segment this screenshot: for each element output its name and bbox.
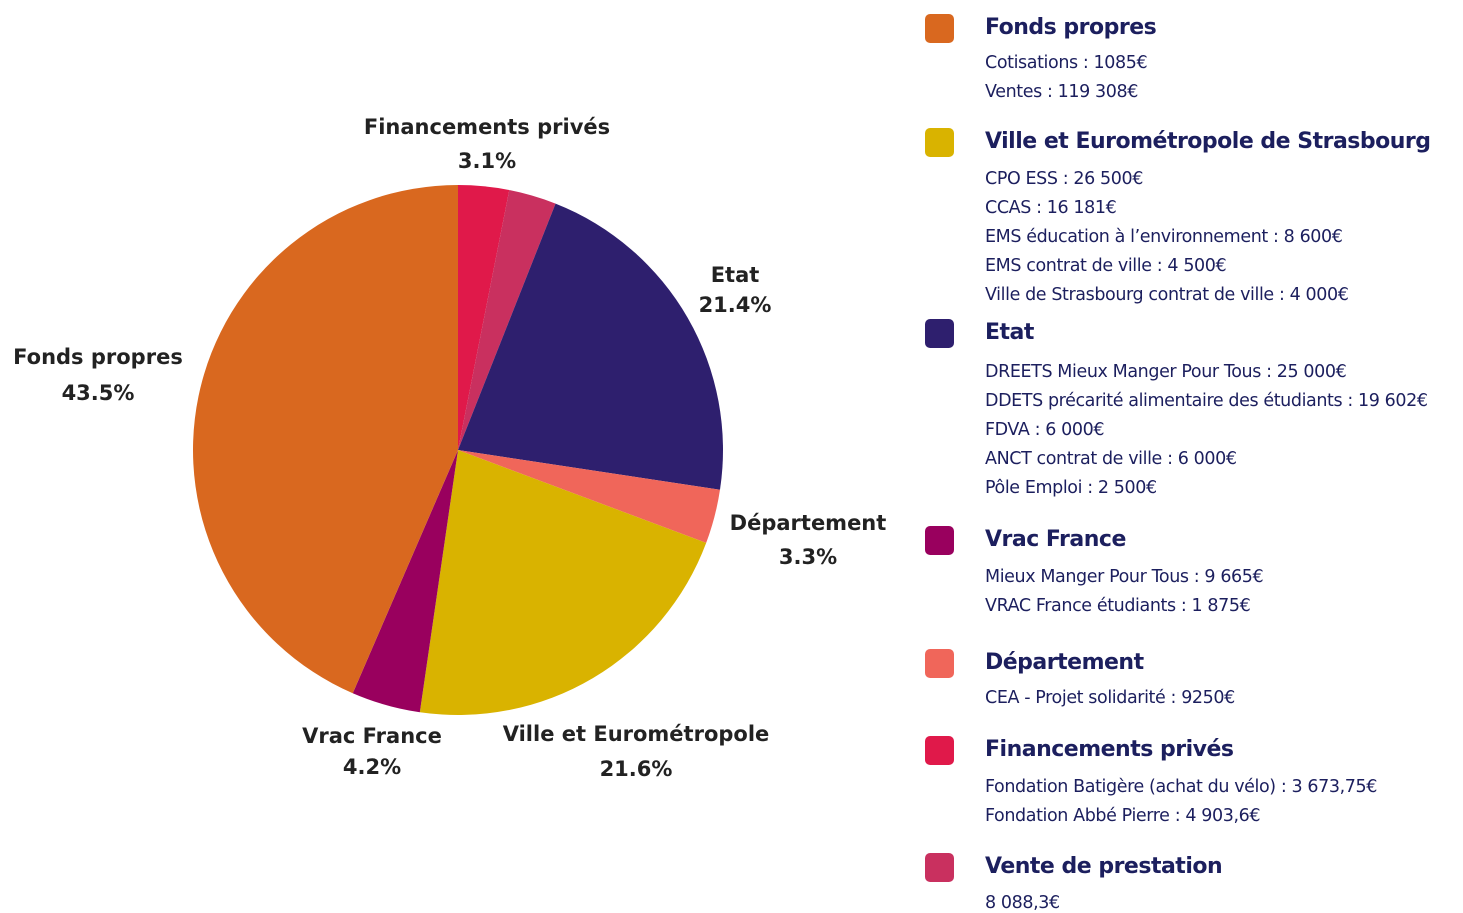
legend-item: EMS contrat de ville : 4 500€: [985, 256, 1226, 276]
slice-label: Financements privés: [364, 115, 610, 139]
slice-value-label: 21.6%: [600, 757, 673, 781]
slice-value-label: 3.1%: [458, 149, 516, 173]
legend-title: Vrac France: [985, 527, 1126, 552]
slice-value-label: 4.2%: [343, 755, 401, 779]
legend-item: Cotisations : 1085€: [985, 53, 1147, 73]
pie-slice: [192, 185, 458, 694]
pie-slice: [458, 185, 510, 450]
legend-title: Ville et Eurométropole de Strasbourg: [985, 129, 1431, 154]
legend-swatch: [925, 14, 954, 43]
legend-item: Ville de Strasbourg contrat de ville : 4…: [985, 285, 1348, 305]
legend-title: Vente de prestation: [985, 854, 1222, 879]
legend-item: Pôle Emploi : 2 500€: [985, 478, 1157, 498]
pie-slice: [458, 450, 720, 543]
legend-item: ANCT contrat de ville : 6 000€: [985, 449, 1237, 469]
slice-value-label: 3.3%: [779, 545, 837, 569]
legend-item: VRAC France étudiants : 1 875€: [985, 596, 1250, 616]
slice-value-label: 43.5%: [62, 381, 135, 405]
legend-item: CCAS : 16 181€: [985, 198, 1116, 218]
legend-item: CPO ESS : 26 500€: [985, 169, 1143, 189]
legend-item: 8 088,3€: [985, 893, 1060, 913]
legend-title: Financements privés: [985, 737, 1234, 762]
legend-item: FDVA : 6 000€: [985, 420, 1104, 440]
legend-title: Département: [985, 650, 1145, 675]
legend-title: Fonds propres: [985, 15, 1157, 40]
legend-item: Fondation Abbé Pierre : 4 903,6€: [985, 806, 1260, 826]
legend-item: Ventes : 119 308€: [985, 82, 1138, 102]
slice-label: Ville et Eurométropole: [503, 722, 770, 746]
pie-slice: [458, 203, 723, 490]
legend-swatch: [925, 736, 954, 765]
legend-swatch: [925, 649, 954, 678]
legend-item: DREETS Mieux Manger Pour Tous : 25 000€: [985, 362, 1346, 382]
slice-value-label: 21.4%: [699, 293, 772, 317]
legend-item: Fondation Batigère (achat du vélo) : 3 6…: [985, 777, 1377, 797]
legend-swatch: [925, 526, 954, 555]
pie-slice: [419, 450, 707, 715]
legend-swatch: [925, 853, 954, 882]
legend-item: DDETS précarité alimentaire des étudiant…: [985, 391, 1428, 411]
legend-item: CEA - Projet solidarité : 9250€: [985, 688, 1235, 708]
pie-slice: [458, 190, 556, 450]
pie-slice: [352, 450, 458, 713]
legend-title: Etat: [985, 320, 1035, 345]
slice-label: Etat: [711, 263, 760, 287]
slice-label: Vrac France: [302, 724, 442, 748]
legend-item: EMS éducation à l’environnement : 8 600€: [985, 227, 1343, 247]
legend-swatch: [925, 319, 954, 348]
slice-label: Département: [730, 511, 887, 535]
slice-label: Fonds propres: [13, 345, 183, 369]
legend-item: Mieux Manger Pour Tous : 9 665€: [985, 567, 1263, 587]
legend-swatch: [925, 128, 954, 157]
